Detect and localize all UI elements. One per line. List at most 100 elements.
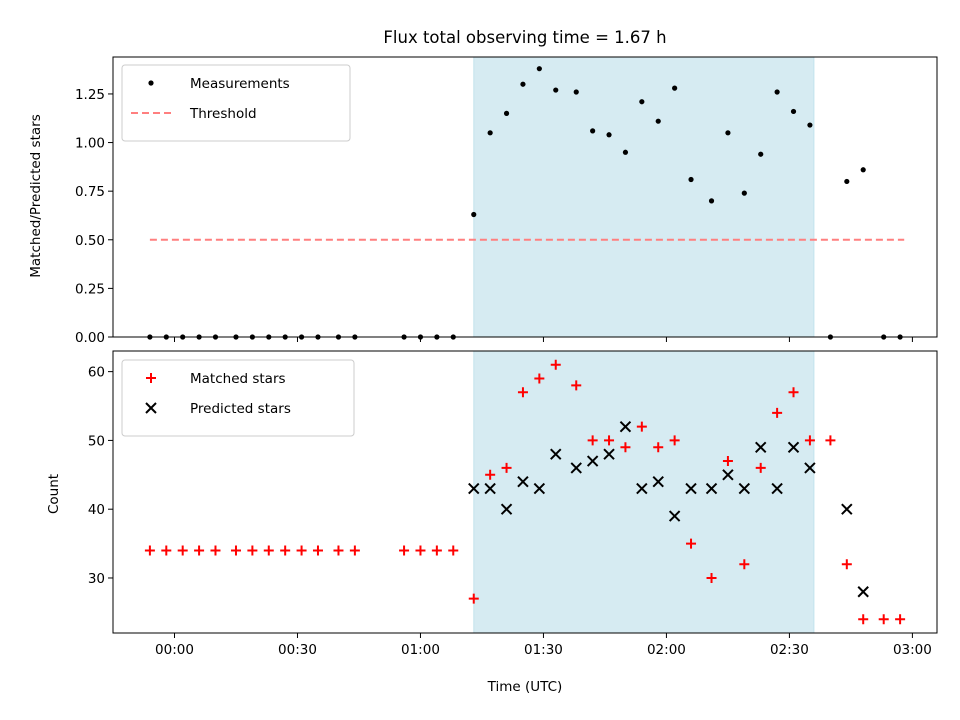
bottom-series-matched-stars-point [161, 545, 172, 556]
bottom-y-tick-label: 40 [88, 502, 105, 518]
bottom-series-predicted-stars-point [652, 475, 664, 488]
bottom-series-predicted-stars-point [722, 469, 734, 481]
bottom-series-matched-stars-point [312, 545, 323, 556]
bottom-series-matched-stars-point [415, 545, 426, 556]
bottom-x-tick-label: 00:30 [278, 642, 317, 658]
top-y-axis-label: Matched/Predicted stars [28, 114, 44, 277]
bottom-series-matched-stars-point [534, 373, 545, 384]
top-series-measurements-point [688, 176, 694, 183]
bottom-series-matched-stars-point [448, 545, 459, 556]
bottom-series-predicted-stars-point [841, 503, 853, 515]
x-axis-label: Time (UTC) [487, 679, 563, 695]
bottom-x-tick-label: 02:30 [770, 642, 809, 658]
top-legend-box [121, 64, 351, 142]
bottom-series-matched-stars-point [349, 545, 360, 556]
bottom-series-predicted-stars-point [705, 482, 718, 495]
top-series-measurements-point [655, 118, 661, 124]
top-legend: Measurements Threshold [121, 64, 351, 142]
bottom-series-matched-stars-point [825, 435, 836, 446]
bottom-series-predicted-stars-point [668, 510, 681, 522]
bottom-series-matched-stars-point [247, 545, 258, 556]
top-series-measurements-point [860, 167, 866, 173]
top-series-measurements-point [774, 89, 780, 95]
bottom-legend-entry-predicted-stars-label: Predicted stars [190, 401, 291, 417]
top-series-measurements-point [536, 66, 542, 72]
top-series-measurements-point [844, 178, 850, 185]
bottom-series-predicted-stars-point [738, 482, 751, 495]
top-y-tick-label: 1.25 [75, 87, 105, 103]
bottom-series-matched-stars-point [485, 469, 496, 480]
bottom-series-matched-stars-point [431, 545, 442, 556]
top-series-measurements-point [639, 99, 645, 105]
bottom-series-matched-stars-point [653, 442, 664, 453]
chart-title: Flux total observing time = 1.67 h [383, 28, 666, 47]
bottom-series-matched-stars-point [604, 435, 615, 446]
bottom-series-matched-stars-point [706, 572, 717, 583]
top-series-measurements-point [573, 89, 579, 95]
bottom-series-matched-stars-point [399, 545, 410, 556]
bottom-series-predicted-stars-point [468, 482, 480, 495]
top-legend-entry-measurements-swatch [148, 80, 154, 86]
bottom-series-predicted-stars-point [787, 441, 800, 454]
top-series-measurements-point [790, 108, 797, 115]
bottom-series-predicted-stars-point [586, 455, 599, 467]
bottom-x-tick-label: 02:00 [647, 642, 686, 658]
bottom-series-predicted-stars-point [857, 586, 869, 598]
bottom-series-matched-stars-point [517, 387, 528, 398]
top-shaded-span [473, 56, 815, 338]
bottom-series-matched-stars-point [739, 559, 750, 570]
bottom-axes-frame [112, 350, 938, 634]
bottom-legend: Matched stars Predicted stars [121, 359, 355, 437]
top-series-measurements-point [471, 211, 477, 218]
bottom-series-matched-stars-point [895, 614, 906, 625]
bottom-x-tick-label: 01:30 [524, 642, 563, 658]
bottom-series-predicted-stars-point [484, 482, 496, 495]
top-series-measurements-point [758, 151, 764, 157]
bottom-x-tick-label: 00:00 [155, 642, 194, 658]
top-series-measurements-point [553, 87, 559, 93]
top-series-measurements-point [622, 149, 629, 155]
bottom-series-matched-stars-point [550, 359, 561, 370]
bottom-y-tick-label: 50 [88, 433, 105, 449]
top-legend-entry-threshold-label: Threshold [189, 106, 257, 122]
bottom-y-axis-label: Count [46, 474, 62, 514]
top-series-measurements-point [741, 190, 747, 196]
top-y-tick-label: 0.25 [75, 281, 105, 297]
bottom-x-tick-label: 01:00 [401, 642, 440, 658]
bottom-series-matched-stars-point [177, 545, 188, 556]
top-y-tick-label: 1.00 [75, 136, 105, 152]
bottom-series-predicted-stars-point [500, 503, 513, 515]
bottom-series-predicted-stars-point [685, 482, 697, 495]
bottom-series-predicted-stars-point [755, 441, 767, 454]
bottom-series-predicted-stars-point [619, 420, 632, 433]
bottom-series-matched-stars-point [636, 421, 647, 432]
top-legend-entry-measurements-label: Measurements [190, 76, 290, 92]
bottom-series-matched-stars-point [686, 538, 697, 549]
bottom-series-matched-stars-point [468, 593, 479, 604]
bottom-x-tick-label: 03:00 [893, 642, 932, 658]
bottom-series-predicted-stars-point [533, 482, 546, 495]
bottom-legend-box [121, 359, 355, 437]
bottom-series-predicted-stars-point [603, 448, 615, 460]
top-series-measurements-point [606, 132, 612, 138]
bottom-series-matched-stars-point [804, 435, 815, 446]
bottom-series-matched-stars-point [858, 614, 869, 625]
bottom-series-matched-stars-point [772, 407, 783, 418]
bottom-series-matched-stars-point [210, 545, 221, 556]
bottom-series-matched-stars-point [333, 545, 344, 556]
bottom-series-predicted-stars-point [636, 482, 648, 495]
bottom-series-matched-stars-point [144, 545, 155, 556]
top-y-tick-label: 0.75 [75, 184, 105, 200]
top-series-measurements-point [503, 110, 510, 116]
bottom-series-matched-stars-point [620, 442, 631, 453]
bottom-series-matched-stars-point [669, 435, 680, 446]
top-series-measurements-point [672, 85, 678, 91]
bottom-panel-plot-area: 30 40 50 60 00:00 00:30 01:00 01:30 02:00 02:30 03… [88, 350, 938, 658]
bottom-series-matched-stars-point [263, 545, 274, 556]
bottom-series-matched-stars-point [587, 435, 598, 446]
top-series-measurements-point [520, 81, 526, 87]
bottom-series-matched-stars-point [230, 545, 241, 556]
top-series-measurements-point [590, 128, 596, 134]
bottom-series-matched-stars-point [878, 614, 889, 625]
